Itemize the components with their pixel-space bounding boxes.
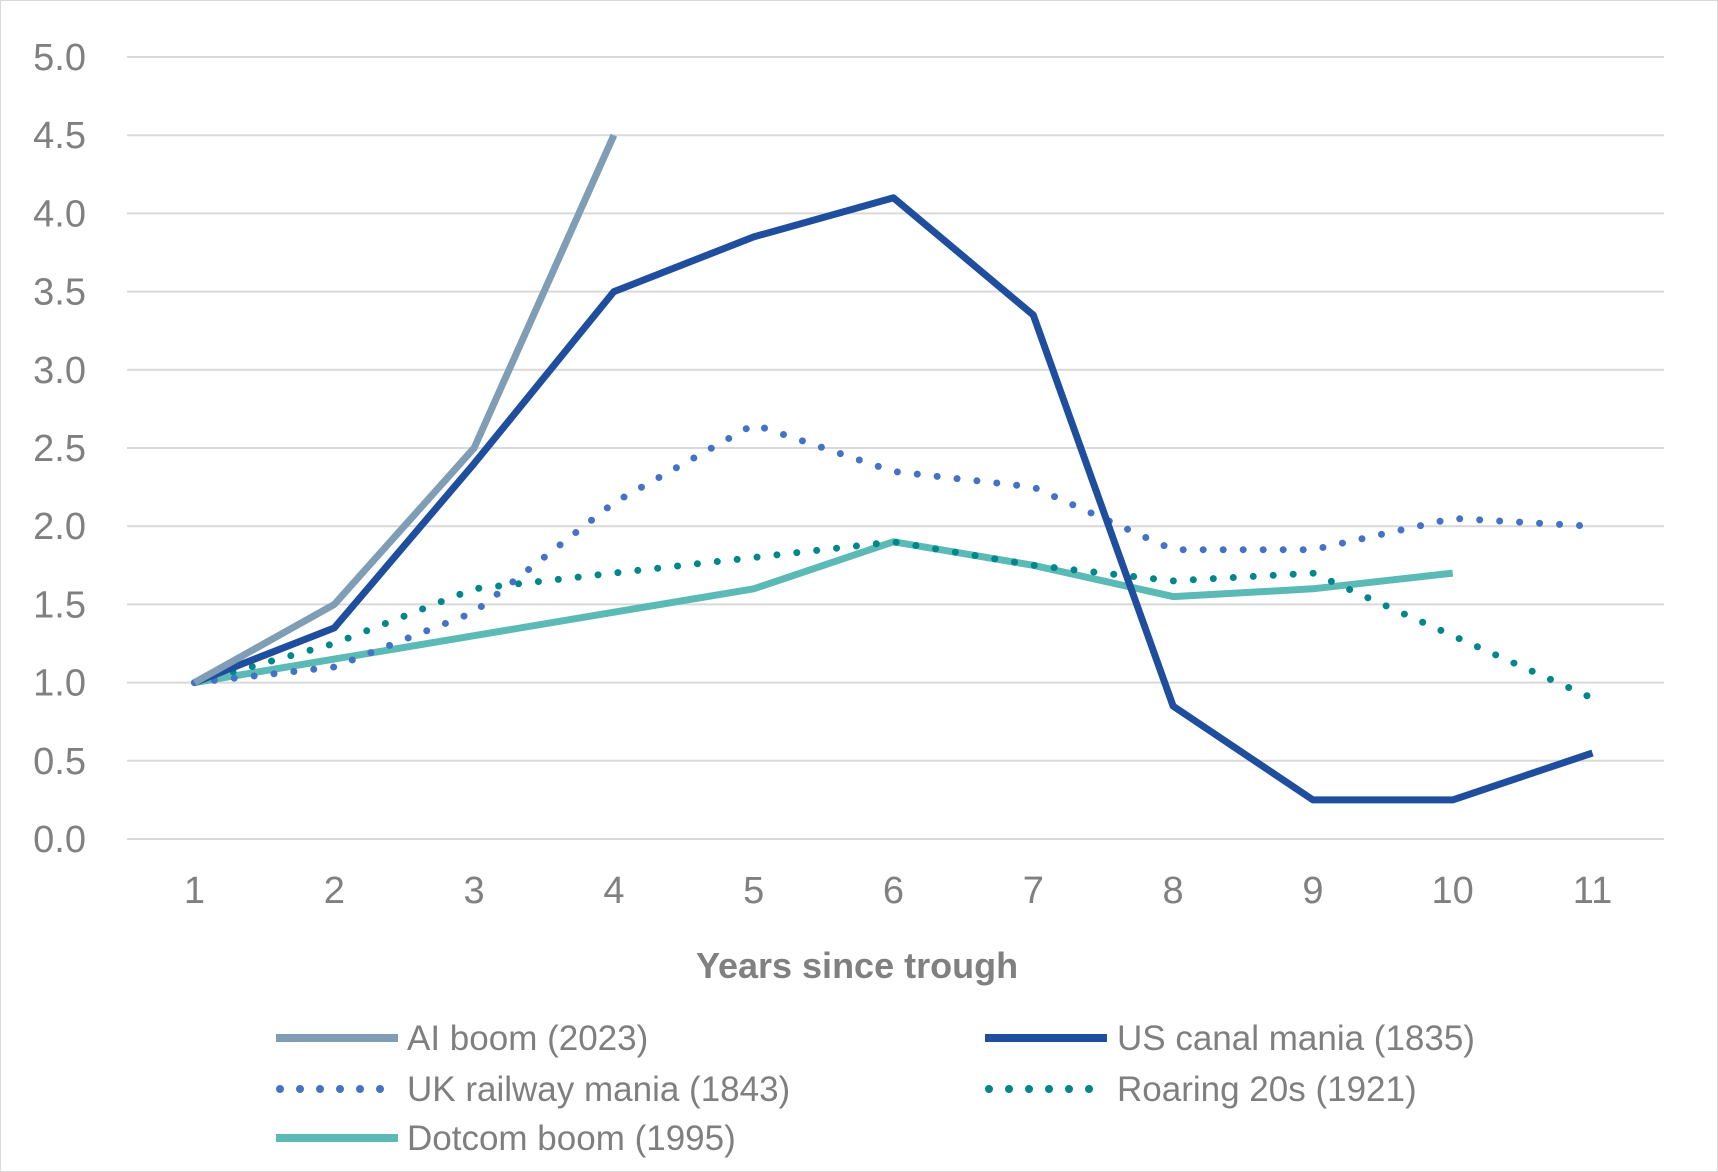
x-tick-label: 11 (1573, 870, 1612, 912)
x-tick-label: 9 (1302, 870, 1323, 912)
series-line-3 (191, 538, 1596, 702)
y-tick-label: 1.5 (33, 584, 86, 626)
x-tick-label: 3 (464, 870, 485, 912)
legend: AI boom (2023) US canal mania (1835) UK ra… (276, 1019, 1475, 1158)
x-tick-label: 10 (1432, 870, 1474, 912)
y-tick-label: 3.0 (33, 350, 86, 392)
y-tick-label: 5.0 (33, 37, 86, 79)
x-tick-label: 2 (324, 870, 345, 912)
y-tick-label: 0.5 (33, 741, 86, 783)
legend-label-4: Dotcom boom (1995) (407, 1119, 736, 1158)
legend-label-2: UK railway mania (1843) (407, 1070, 790, 1109)
series-line-4 (193, 538, 1454, 687)
y-tick-label: 0.0 (33, 819, 86, 861)
x-tick-label: 7 (1023, 870, 1044, 912)
legend-label-1: US canal mania (1835) (1117, 1019, 1475, 1058)
legend-label-3: Roaring 20s (1921) (1117, 1070, 1417, 1109)
x-axis-tick-labels: 1 2 3 4 5 6 7 8 9 10 11 (184, 870, 1612, 912)
y-tick-label: 1.0 (33, 663, 86, 705)
y-tick-label: 2.0 (33, 506, 86, 548)
y-tick-label: 4.0 (33, 193, 86, 235)
y-tick-label: 3.5 (33, 272, 86, 314)
y-tick-label: 2.5 (33, 428, 86, 470)
series-line-0 (192, 133, 618, 686)
x-tick-label: 5 (743, 870, 764, 912)
y-tick-label: 4.5 (33, 115, 86, 157)
gridlines (127, 56, 1664, 840)
series-line-1 (193, 194, 1594, 804)
legend-label-0: AI boom (2023) (407, 1019, 648, 1058)
x-tick-label: 1 (184, 870, 205, 912)
x-tick-label: 4 (603, 870, 624, 912)
series-lines (191, 133, 1596, 804)
y-axis-tick-labels: 0.0 0.5 1.0 1.5 2.0 2.5 3.0 3.5 4.0 4.5 5.0 (33, 37, 86, 861)
x-axis-title: Years since trough (696, 945, 1018, 986)
x-tick-label: 6 (883, 870, 904, 912)
x-tick-label: 8 (1163, 870, 1184, 912)
series-line-2 (191, 421, 1596, 687)
